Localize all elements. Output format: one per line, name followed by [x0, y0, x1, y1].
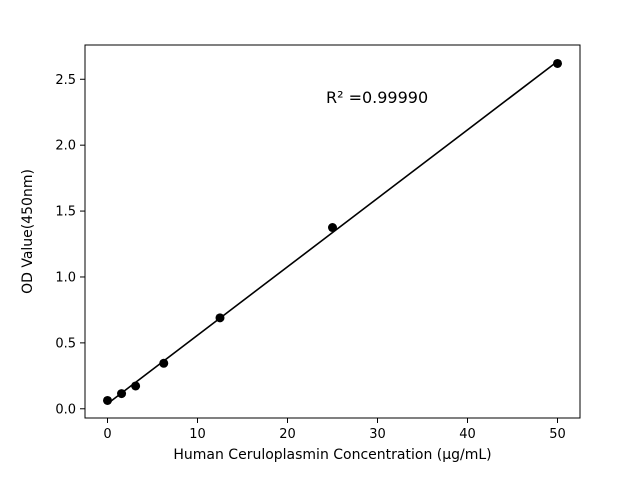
- y-tick-label: 1.0: [55, 270, 76, 285]
- data-point: [553, 58, 562, 68]
- y-tick-label: 2.0: [55, 139, 76, 154]
- y-tick-label: 2.5: [55, 73, 76, 88]
- x-tick-label: 40: [459, 427, 476, 442]
- data-point: [159, 358, 169, 368]
- plot-border: [84, 44, 581, 419]
- x-tick-label: 50: [549, 427, 566, 442]
- x-axis-label: Human Ceruloplasmin Concentration (μg/mL…: [173, 447, 491, 463]
- r-squared-annotation: R² =0.99990: [326, 88, 428, 107]
- data-point: [131, 381, 141, 391]
- x-axis: 0 10 20 30 40 50: [103, 418, 566, 442]
- x-tick-label: 30: [369, 427, 386, 442]
- y-tick-label: 1.5: [55, 205, 76, 220]
- data-point: [103, 395, 112, 405]
- data-point: [328, 223, 337, 233]
- x-tick-label: 20: [279, 427, 296, 442]
- y-tick-label: 0.0: [55, 402, 76, 417]
- x-tick-label: 0: [103, 427, 111, 442]
- y-axis-label: OD Value(450nm): [20, 169, 36, 294]
- y-axis: 0.0 0.5 1.0 1.5 2.0 2.5: [55, 73, 85, 417]
- x-tick-label: 10: [189, 427, 206, 442]
- data-point: [117, 389, 127, 399]
- y-tick-label: 0.5: [55, 336, 76, 351]
- fit-line: [107, 60, 558, 405]
- data-points: [103, 58, 562, 405]
- data-point: [215, 313, 225, 323]
